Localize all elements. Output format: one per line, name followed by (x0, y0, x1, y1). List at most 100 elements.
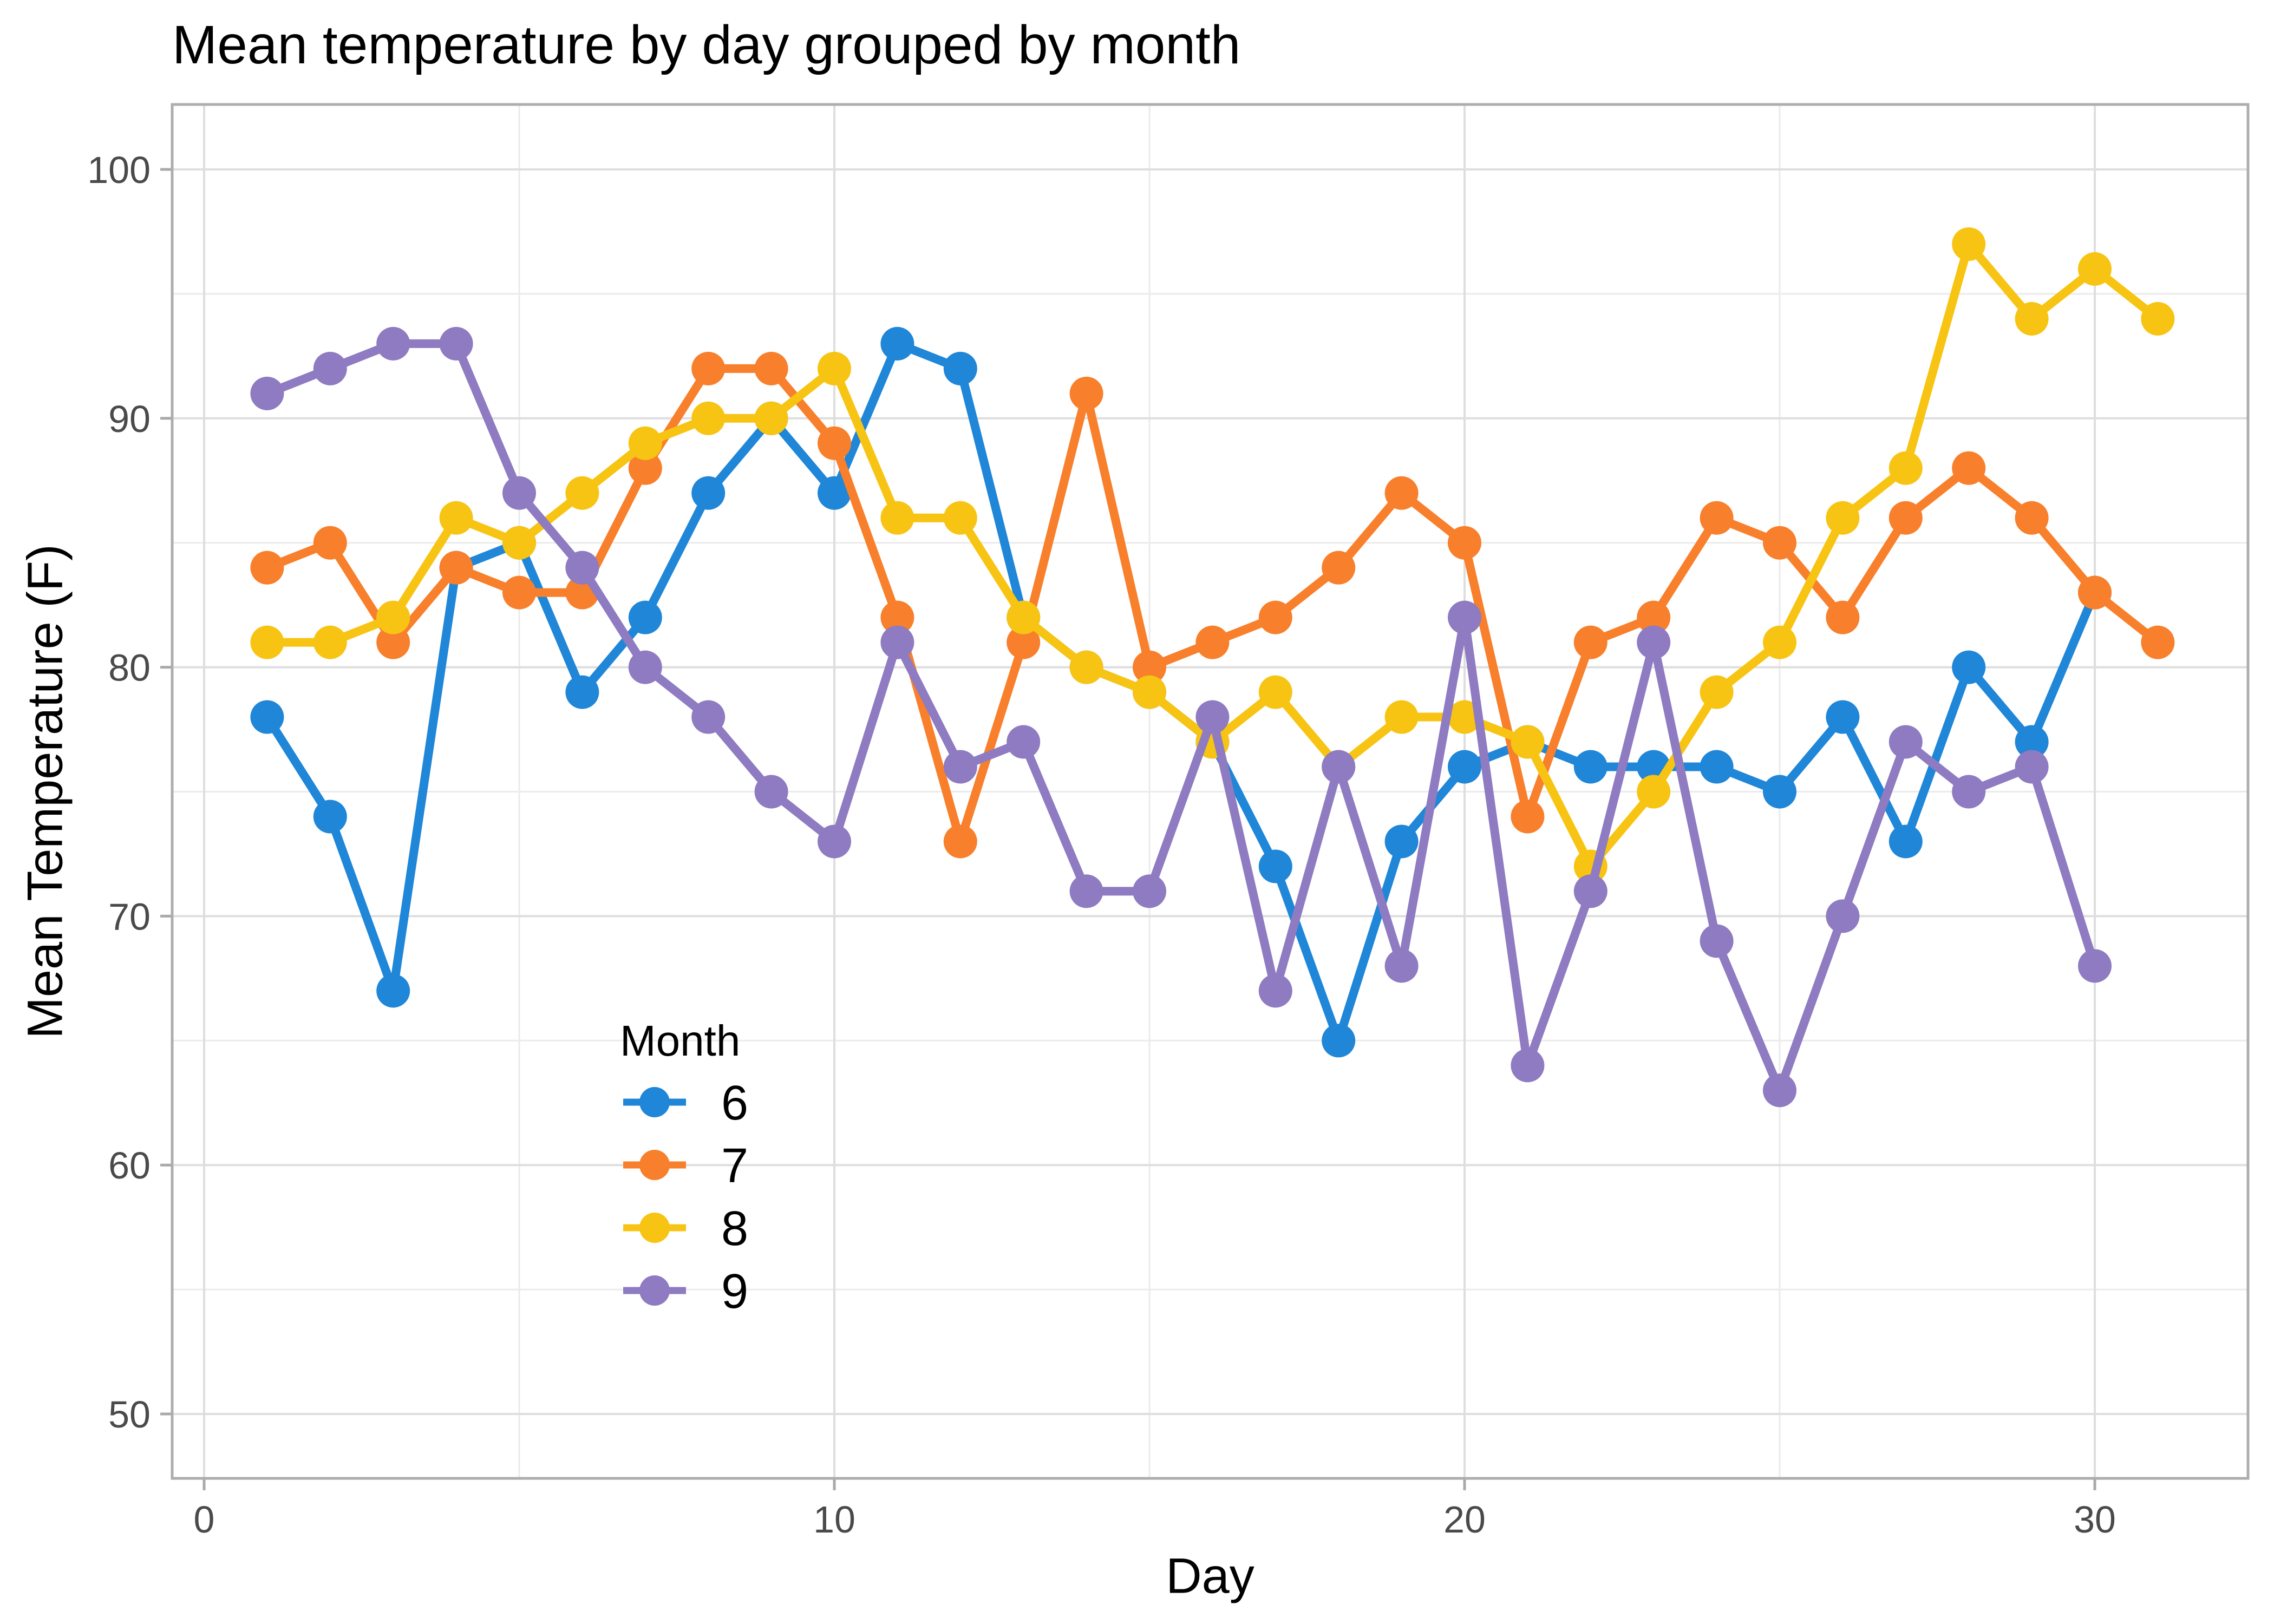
data-point-month-6-day-24 (1700, 750, 1734, 784)
data-point-month-7-day-18 (1322, 551, 1356, 585)
data-point-month-6-day-11 (880, 326, 914, 361)
data-point-month-9-day-2 (313, 351, 347, 385)
legend-key-point-month-8 (639, 1213, 670, 1243)
data-point-month-9-day-17 (1258, 974, 1292, 1008)
y-tick-label-80: 80 (108, 647, 151, 689)
x-tick-label-30: 30 (2074, 1498, 2116, 1541)
data-point-month-9-day-15 (1133, 874, 1166, 908)
data-point-month-9-day-7 (628, 650, 662, 684)
data-point-month-7-day-27 (1889, 501, 1923, 535)
data-point-month-8-day-29 (2015, 302, 2049, 336)
data-point-month-7-day-9 (754, 351, 788, 385)
y-tick-label-60: 60 (108, 1144, 151, 1187)
data-point-month-7-day-23 (1637, 600, 1671, 634)
data-point-month-6-day-10 (818, 476, 851, 510)
data-point-month-6-day-27 (1889, 824, 1923, 859)
data-point-month-8-day-15 (1133, 675, 1166, 709)
data-point-month-7-day-16 (1195, 625, 1230, 659)
data-point-month-6-day-20 (1448, 750, 1481, 784)
data-point-month-7-day-8 (691, 351, 726, 385)
data-point-month-7-day-21 (1511, 800, 1545, 834)
data-point-month-9-day-4 (439, 326, 473, 361)
data-point-month-8-day-19 (1384, 700, 1419, 734)
legend-label-month-8: 8 (721, 1202, 748, 1256)
data-point-month-7-day-2 (313, 526, 347, 560)
y-tick-label-100: 100 (87, 149, 151, 191)
data-point-month-7-day-29 (2015, 501, 2049, 535)
data-point-month-9-day-5 (502, 476, 536, 510)
data-point-month-6-day-8 (691, 476, 726, 510)
data-point-month-7-day-7 (628, 451, 662, 485)
data-point-month-7-day-4 (439, 551, 473, 585)
data-point-month-6-day-19 (1384, 824, 1419, 859)
x-axis-title: Day (1166, 1548, 1254, 1604)
data-point-month-9-day-30 (2078, 949, 2112, 983)
data-point-month-9-day-11 (880, 625, 914, 659)
data-point-month-7-day-28 (1952, 451, 1986, 485)
legend-key-point-month-9 (639, 1275, 670, 1306)
data-point-month-9-day-19 (1384, 949, 1419, 983)
data-point-month-7-day-30 (2078, 575, 2112, 610)
data-point-month-9-day-25 (1763, 1073, 1796, 1108)
y-axis-title: Mean Temperature (F) (17, 544, 73, 1039)
legend-key-point-month-7 (639, 1150, 670, 1180)
data-point-month-6-day-17 (1258, 849, 1292, 883)
data-point-month-6-day-18 (1322, 1024, 1356, 1058)
data-point-month-9-day-1 (250, 376, 284, 410)
data-point-month-9-day-21 (1511, 1049, 1545, 1083)
panel-border (171, 103, 2250, 1480)
data-point-month-7-day-31 (2141, 625, 2175, 659)
data-point-month-8-day-13 (1007, 600, 1041, 634)
data-point-month-9-day-29 (2015, 750, 2049, 784)
data-point-month-8-day-31 (2141, 302, 2175, 336)
data-point-month-6-day-29 (2015, 725, 2049, 759)
data-point-month-6-day-1 (250, 700, 284, 734)
data-point-month-8-day-23 (1637, 775, 1671, 809)
data-point-month-7-day-13 (1007, 625, 1041, 659)
data-point-month-7-day-26 (1826, 600, 1860, 634)
y-tick-label-50: 50 (108, 1393, 151, 1436)
data-point-month-6-day-6 (565, 675, 599, 709)
legend-label-month-9: 9 (721, 1265, 748, 1319)
data-point-month-9-day-12 (943, 750, 977, 784)
legend-label-month-6: 6 (721, 1076, 748, 1130)
data-point-month-6-day-12 (943, 351, 977, 385)
data-point-month-8-day-8 (691, 401, 726, 435)
data-point-month-7-day-12 (943, 824, 977, 859)
data-point-month-8-day-30 (2078, 252, 2112, 286)
data-point-month-7-day-3 (376, 625, 410, 659)
x-tick-label-0: 0 (194, 1498, 215, 1541)
data-point-month-8-day-25 (1763, 625, 1796, 659)
data-point-month-7-day-11 (880, 600, 914, 634)
y-tick-label-90: 90 (108, 398, 151, 440)
data-point-month-8-day-1 (250, 625, 284, 659)
data-point-month-9-day-3 (376, 326, 410, 361)
data-point-month-6-day-26 (1826, 700, 1860, 734)
data-point-month-8-day-28 (1952, 227, 1986, 261)
x-tick-label-10: 10 (813, 1498, 855, 1541)
data-point-month-7-day-1 (250, 551, 284, 585)
data-point-month-8-day-24 (1700, 675, 1734, 709)
data-point-month-9-day-24 (1700, 924, 1734, 958)
legend-label-month-7: 7 (721, 1139, 748, 1193)
data-point-month-7-day-25 (1763, 526, 1796, 560)
data-point-month-7-day-19 (1384, 476, 1419, 510)
data-point-month-9-day-23 (1637, 625, 1671, 659)
data-point-month-7-day-22 (1573, 625, 1608, 659)
data-point-month-9-day-6 (565, 551, 599, 585)
data-point-month-9-day-22 (1573, 874, 1608, 908)
data-point-month-9-day-26 (1826, 899, 1860, 933)
data-point-month-7-day-24 (1700, 501, 1734, 535)
y-tick-label-70: 70 (108, 895, 151, 938)
chart-title: Mean temperature by day grouped by month (172, 15, 1241, 75)
data-point-month-8-day-10 (818, 351, 851, 385)
data-point-month-8-day-9 (754, 401, 788, 435)
data-point-month-9-day-27 (1889, 725, 1923, 759)
legend-title: Month (620, 1017, 740, 1065)
data-point-month-8-day-26 (1826, 501, 1860, 535)
data-point-month-8-day-14 (1069, 650, 1103, 684)
data-point-month-9-day-28 (1952, 775, 1986, 809)
data-point-month-6-day-2 (313, 800, 347, 834)
